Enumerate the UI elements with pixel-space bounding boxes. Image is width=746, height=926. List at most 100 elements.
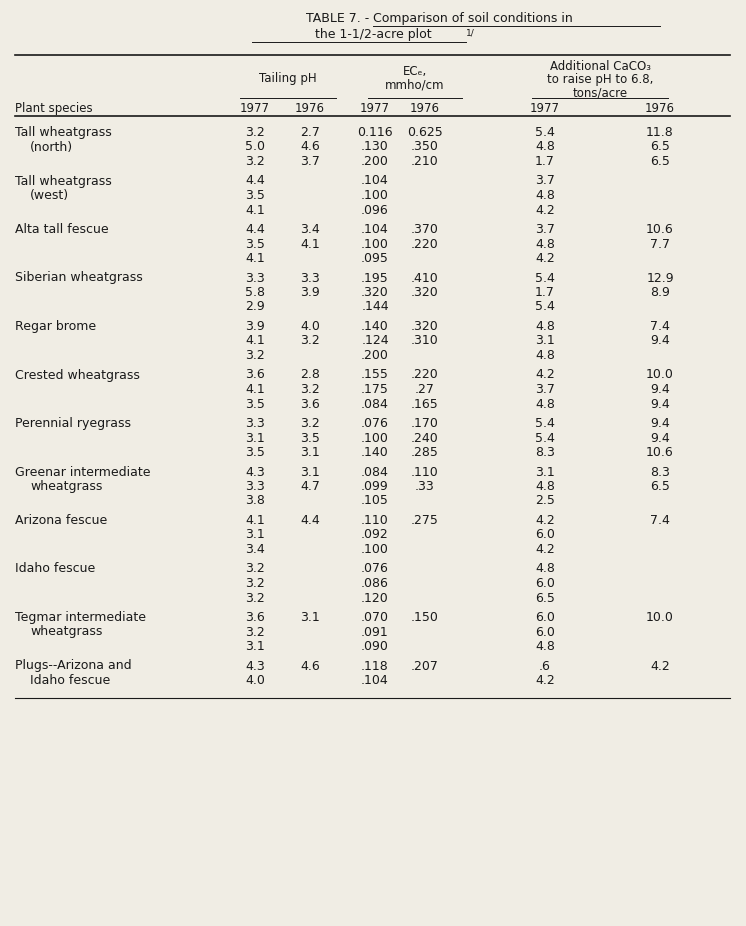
Text: 4.2: 4.2 xyxy=(535,543,555,556)
Text: .091: .091 xyxy=(361,625,389,639)
Text: 4.2: 4.2 xyxy=(535,252,555,265)
Text: 3.1: 3.1 xyxy=(245,432,265,444)
Text: (north): (north) xyxy=(30,141,73,154)
Text: 5.0: 5.0 xyxy=(245,141,265,154)
Text: 3.7: 3.7 xyxy=(300,155,320,168)
Text: .200: .200 xyxy=(361,155,389,168)
Text: 2.5: 2.5 xyxy=(535,494,555,507)
Text: 3.9: 3.9 xyxy=(300,286,320,299)
Text: .165: .165 xyxy=(411,397,439,410)
Text: .275: .275 xyxy=(411,514,439,527)
Text: to raise pH to 6.8,: to raise pH to 6.8, xyxy=(547,73,653,86)
Text: 4.2: 4.2 xyxy=(535,204,555,217)
Text: 5.4: 5.4 xyxy=(535,417,555,430)
Text: 3.6: 3.6 xyxy=(245,611,265,624)
Text: 3.2: 3.2 xyxy=(245,577,265,590)
Text: .140: .140 xyxy=(361,446,389,459)
Text: 3.1: 3.1 xyxy=(535,334,555,347)
Text: .220: .220 xyxy=(411,369,439,382)
Text: (west): (west) xyxy=(30,189,69,202)
Text: .124: .124 xyxy=(361,334,389,347)
Text: 4.1: 4.1 xyxy=(245,383,265,396)
Text: 4.0: 4.0 xyxy=(300,320,320,333)
Text: .086: .086 xyxy=(361,577,389,590)
Text: .320: .320 xyxy=(411,320,439,333)
Text: 4.0: 4.0 xyxy=(245,674,265,687)
Text: Crested wheatgrass: Crested wheatgrass xyxy=(15,369,140,382)
Text: .200: .200 xyxy=(361,349,389,362)
Text: 4.8: 4.8 xyxy=(535,237,555,251)
Text: 3.3: 3.3 xyxy=(245,480,265,493)
Text: .105: .105 xyxy=(361,494,389,507)
Text: 3.1: 3.1 xyxy=(300,446,320,459)
Text: 3.2: 3.2 xyxy=(300,417,320,430)
Text: 6.5: 6.5 xyxy=(650,480,670,493)
Text: 4.8: 4.8 xyxy=(535,640,555,653)
Text: .155: .155 xyxy=(361,369,389,382)
Text: Tegmar intermediate: Tegmar intermediate xyxy=(15,611,146,624)
Text: .144: .144 xyxy=(361,301,389,314)
Text: tons/acre: tons/acre xyxy=(572,86,627,99)
Text: 1977: 1977 xyxy=(360,102,390,115)
Text: 4.7: 4.7 xyxy=(300,480,320,493)
Text: 3.6: 3.6 xyxy=(245,369,265,382)
Text: Perennial ryegrass: Perennial ryegrass xyxy=(15,417,131,430)
Text: Plant species: Plant species xyxy=(15,102,93,115)
Text: 4.6: 4.6 xyxy=(300,141,320,154)
Text: 4.8: 4.8 xyxy=(535,349,555,362)
Text: 7.7: 7.7 xyxy=(650,237,670,251)
Text: Alta tall fescue: Alta tall fescue xyxy=(15,223,109,236)
Text: 11.8: 11.8 xyxy=(646,126,674,139)
Text: 4.8: 4.8 xyxy=(535,562,555,575)
Text: 3.5: 3.5 xyxy=(245,189,265,202)
Text: 4.4: 4.4 xyxy=(245,174,265,187)
Text: Idaho fescue: Idaho fescue xyxy=(15,562,95,575)
Text: wheatgrass: wheatgrass xyxy=(30,625,102,639)
Text: 4.8: 4.8 xyxy=(535,189,555,202)
Text: 6.5: 6.5 xyxy=(650,141,670,154)
Text: 3.2: 3.2 xyxy=(245,562,265,575)
Text: 3.7: 3.7 xyxy=(535,223,555,236)
Text: .084: .084 xyxy=(361,466,389,479)
Text: 10.0: 10.0 xyxy=(646,369,674,382)
Text: .096: .096 xyxy=(361,204,389,217)
Text: 4.3: 4.3 xyxy=(245,466,265,479)
Text: 4.1: 4.1 xyxy=(245,252,265,265)
Text: .33: .33 xyxy=(415,480,435,493)
Text: 9.4: 9.4 xyxy=(650,397,670,410)
Text: 0.116: 0.116 xyxy=(357,126,393,139)
Text: 3.7: 3.7 xyxy=(535,174,555,187)
Text: 7.4: 7.4 xyxy=(650,514,670,527)
Text: .104: .104 xyxy=(361,674,389,687)
Text: .140: .140 xyxy=(361,320,389,333)
Text: the 1-1/2-acre plot: the 1-1/2-acre plot xyxy=(315,28,431,41)
Text: 6.0: 6.0 xyxy=(535,577,555,590)
Text: 3.1: 3.1 xyxy=(245,529,265,542)
Text: 3.5: 3.5 xyxy=(245,397,265,410)
Text: .195: .195 xyxy=(361,271,389,284)
Text: 3.5: 3.5 xyxy=(245,237,265,251)
Text: 10.0: 10.0 xyxy=(646,611,674,624)
Text: 4.1: 4.1 xyxy=(300,237,320,251)
Text: 3.5: 3.5 xyxy=(300,432,320,444)
Text: .092: .092 xyxy=(361,529,389,542)
Text: .100: .100 xyxy=(361,189,389,202)
Text: 3.1: 3.1 xyxy=(245,640,265,653)
Text: Siberian wheatgrass: Siberian wheatgrass xyxy=(15,271,142,284)
Text: .130: .130 xyxy=(361,141,389,154)
Text: 12.9: 12.9 xyxy=(646,271,674,284)
Text: 10.6: 10.6 xyxy=(646,446,674,459)
Text: 1.7: 1.7 xyxy=(535,286,555,299)
Text: mmho/cm: mmho/cm xyxy=(385,78,445,91)
Text: 3.3: 3.3 xyxy=(245,271,265,284)
Text: .110: .110 xyxy=(361,514,389,527)
Text: 0.625: 0.625 xyxy=(407,126,443,139)
Text: 3.5: 3.5 xyxy=(245,446,265,459)
Text: 3.4: 3.4 xyxy=(245,543,265,556)
Text: 3.2: 3.2 xyxy=(245,126,265,139)
Text: Tall wheatgrass: Tall wheatgrass xyxy=(15,126,112,139)
Text: .320: .320 xyxy=(361,286,389,299)
Text: 4.6: 4.6 xyxy=(300,659,320,672)
Text: 4.8: 4.8 xyxy=(535,141,555,154)
Text: .150: .150 xyxy=(411,611,439,624)
